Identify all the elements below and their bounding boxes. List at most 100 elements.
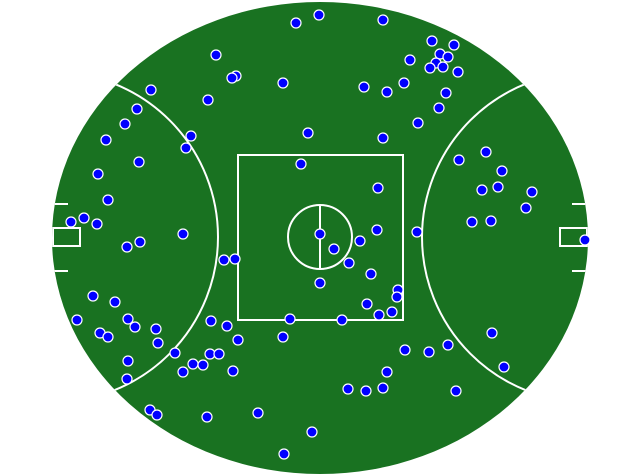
point (180, 142, 192, 154)
point (450, 385, 462, 397)
point (145, 84, 157, 96)
point (277, 77, 289, 89)
point (361, 298, 373, 310)
point (452, 66, 464, 78)
point (328, 243, 340, 255)
point (151, 409, 163, 421)
point (302, 127, 314, 139)
point (526, 186, 538, 198)
point (202, 94, 214, 106)
point (290, 17, 302, 29)
point (381, 366, 393, 378)
point (358, 81, 370, 93)
point (210, 49, 222, 61)
point (423, 346, 435, 358)
point (122, 313, 134, 325)
point (391, 291, 403, 303)
point (365, 268, 377, 280)
point (579, 234, 591, 246)
point (177, 228, 189, 240)
point (226, 72, 238, 84)
point (399, 344, 411, 356)
point (377, 132, 389, 144)
point (65, 216, 77, 228)
point (102, 331, 114, 343)
points (65, 9, 591, 460)
point (437, 61, 449, 73)
point (169, 347, 181, 359)
point (218, 254, 230, 266)
point (119, 118, 131, 130)
point (480, 146, 492, 158)
point (205, 315, 217, 327)
point (412, 117, 424, 129)
left-goal-square (52, 227, 81, 247)
point (71, 314, 83, 326)
point (424, 62, 436, 74)
point (87, 290, 99, 302)
point (377, 382, 389, 394)
point (187, 358, 199, 370)
point (498, 361, 510, 373)
point (343, 257, 355, 269)
point (448, 39, 460, 51)
point (121, 373, 133, 385)
centre-square (237, 154, 404, 321)
point (232, 334, 244, 346)
point (398, 77, 410, 89)
point (91, 218, 103, 230)
point (221, 320, 233, 332)
point (314, 277, 326, 289)
point (314, 228, 326, 240)
point (102, 194, 114, 206)
point (442, 339, 454, 351)
point (466, 216, 478, 228)
point (485, 215, 497, 227)
point (336, 314, 348, 326)
point (377, 14, 389, 26)
point (133, 156, 145, 168)
point (197, 359, 209, 371)
point (109, 296, 121, 308)
point (277, 331, 289, 343)
point (152, 337, 164, 349)
point (342, 383, 354, 395)
point (453, 154, 465, 166)
point (360, 385, 372, 397)
point (492, 181, 504, 193)
point (496, 165, 508, 177)
point (100, 134, 112, 146)
point (201, 411, 213, 423)
point (278, 448, 290, 460)
point (134, 236, 146, 248)
point (92, 168, 104, 180)
point (229, 253, 241, 265)
point (411, 226, 423, 238)
point (440, 87, 452, 99)
point (177, 366, 189, 378)
point (284, 313, 296, 325)
point (433, 102, 445, 114)
point (404, 54, 416, 66)
point (354, 235, 366, 247)
point (150, 323, 162, 335)
point (313, 9, 325, 21)
right-arc (421, 71, 588, 403)
point (442, 51, 454, 63)
point (486, 327, 498, 339)
point (386, 306, 398, 318)
point (520, 202, 532, 214)
point (131, 103, 143, 115)
point (476, 184, 488, 196)
point (78, 212, 90, 224)
point (371, 224, 383, 236)
point (185, 130, 197, 142)
point (373, 309, 385, 321)
point (213, 348, 225, 360)
point (129, 321, 141, 333)
point (295, 158, 307, 170)
point (381, 86, 393, 98)
point (306, 426, 318, 438)
point (252, 407, 264, 419)
